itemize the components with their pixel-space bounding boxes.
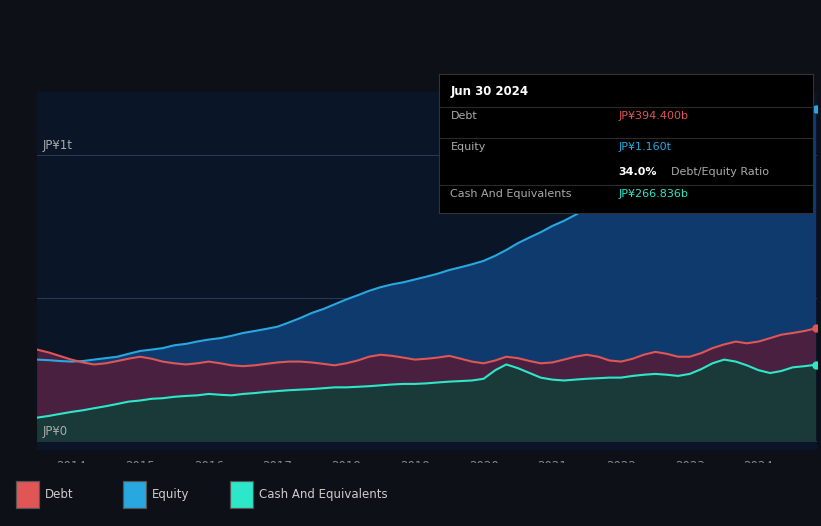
Text: Cash And Equivalents: Cash And Equivalents: [259, 488, 388, 501]
Bar: [230, 481, 253, 508]
Bar: [16, 481, 39, 508]
Text: Jun 30 2024: Jun 30 2024: [451, 85, 529, 98]
Text: Equity: Equity: [152, 488, 190, 501]
Bar: [230, 481, 253, 508]
Text: Debt: Debt: [45, 488, 74, 501]
Text: JP¥0: JP¥0: [43, 426, 67, 438]
Text: Equity: Equity: [451, 142, 486, 152]
Text: JP¥1.160t: JP¥1.160t: [618, 142, 672, 152]
Text: JP¥1t: JP¥1t: [43, 139, 72, 152]
Text: Debt: Debt: [451, 112, 477, 122]
Bar: [123, 481, 146, 508]
Bar: [123, 481, 146, 508]
Text: JP¥266.836b: JP¥266.836b: [618, 189, 689, 199]
Text: JP¥394.400b: JP¥394.400b: [618, 112, 689, 122]
Bar: [16, 481, 39, 508]
Text: Cash And Equivalents: Cash And Equivalents: [451, 189, 572, 199]
Text: 34.0%: 34.0%: [618, 167, 657, 177]
Text: Debt/Equity Ratio: Debt/Equity Ratio: [671, 167, 768, 177]
